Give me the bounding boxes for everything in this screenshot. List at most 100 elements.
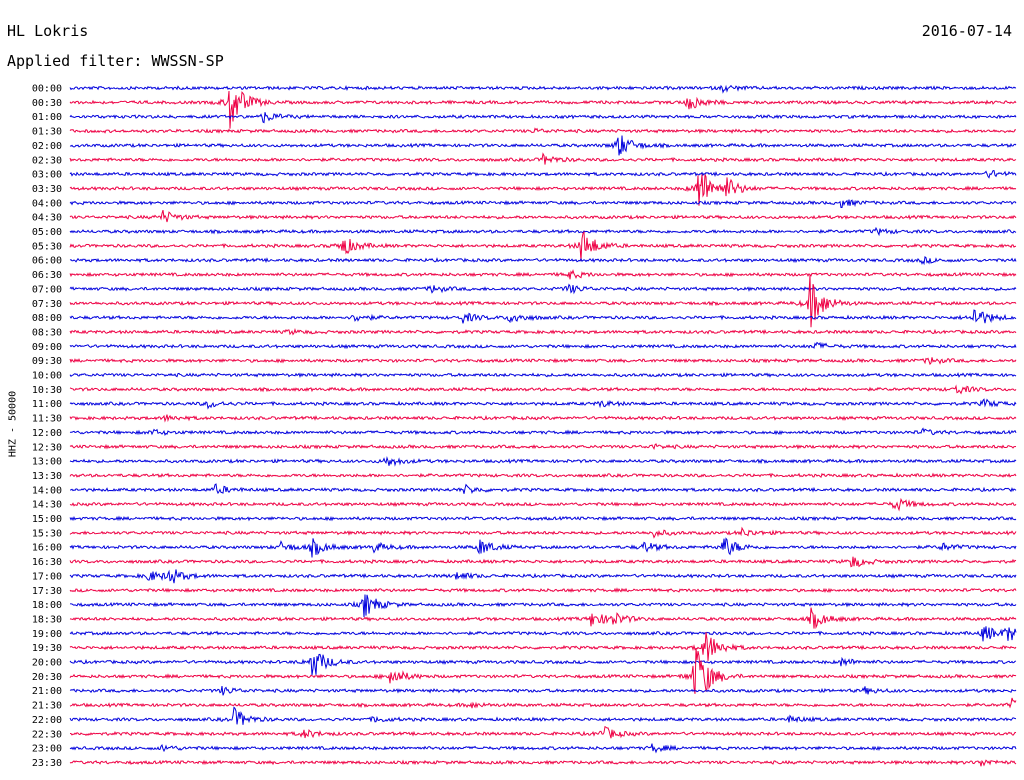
- hour-tick-label: 11:30: [32, 414, 62, 425]
- trace-line: [69, 653, 1017, 676]
- trace-line: [69, 269, 1017, 280]
- hour-tick-label: 06:30: [32, 270, 62, 281]
- trace-line: [69, 632, 1017, 662]
- hour-tick-label: 13:00: [32, 457, 62, 468]
- hour-tick-label: 12:30: [32, 442, 62, 453]
- trace-line: [69, 556, 1017, 568]
- hour-tick-label: 19:00: [32, 629, 62, 640]
- hour-tick-label: 10:00: [32, 371, 62, 382]
- trace-line: [69, 587, 1017, 594]
- hour-tick-label: 05:30: [32, 241, 62, 252]
- hour-tick-label: 10:30: [32, 385, 62, 396]
- trace-line: [69, 174, 1017, 206]
- hour-tick-label: 23:30: [32, 758, 62, 769]
- trace-line: [69, 759, 1017, 767]
- hour-tick-label: 04:30: [32, 213, 62, 224]
- hour-tick-label: 15:30: [32, 528, 62, 539]
- hour-tick-label: 18:00: [32, 600, 62, 611]
- hour-tick-label: 03:30: [32, 184, 62, 195]
- hour-tick-label: 17:00: [32, 571, 62, 582]
- trace-line: [69, 483, 1017, 495]
- hour-tick-label: 02:30: [32, 155, 62, 166]
- hour-tick-label: 20:30: [32, 672, 62, 683]
- hour-tick-label: 12:00: [32, 428, 62, 439]
- hour-tick-label: 08:30: [32, 327, 62, 338]
- trace-line: [69, 357, 1017, 366]
- trace-line: [69, 384, 1017, 395]
- hour-tick-label: 09:00: [32, 342, 62, 353]
- trace-line: [69, 230, 1017, 261]
- trace-line: [69, 472, 1017, 479]
- trace-line: [69, 725, 1017, 739]
- hour-tick-label: 09:30: [32, 356, 62, 367]
- hour-tick-label: 22:30: [32, 729, 62, 740]
- hour-tick-label: 14:00: [32, 485, 62, 496]
- hour-tick-label: 05:00: [32, 227, 62, 238]
- hour-tick-label: 21:30: [32, 701, 62, 712]
- trace-line: [69, 427, 1017, 436]
- hour-tick-label: 14:30: [32, 500, 62, 511]
- trace-line: [69, 537, 1017, 558]
- trace-line: [69, 706, 1017, 725]
- hour-tick-label: 20:00: [32, 658, 62, 669]
- trace-line: [69, 255, 1017, 266]
- trace-line: [69, 209, 1017, 223]
- trace-line: [69, 515, 1017, 522]
- trace-line: [69, 685, 1017, 696]
- hour-tick-label: 18:30: [32, 614, 62, 625]
- hour-tick-label: 22:00: [32, 715, 62, 726]
- trace-line: [69, 152, 1017, 165]
- hour-tick-label: 15:00: [32, 514, 62, 525]
- hour-tick-label: 00:30: [32, 98, 62, 109]
- trace-line: [69, 199, 1017, 209]
- filter-label: Applied filter: WWSSN-SP: [7, 52, 224, 70]
- trace-line: [69, 341, 1017, 350]
- hour-tick-label: 01:00: [32, 112, 62, 123]
- trace-line: [69, 414, 1017, 423]
- trace-line: [69, 112, 1017, 124]
- trace-line: [69, 372, 1017, 378]
- hour-tick-label: 03:00: [32, 170, 62, 181]
- trace-line: [69, 497, 1017, 512]
- trace-line: [69, 283, 1017, 295]
- hour-tick-label: 21:00: [32, 686, 62, 697]
- trace-line: [69, 569, 1017, 584]
- trace-line: [69, 135, 1017, 156]
- trace-line: [69, 647, 1017, 694]
- hour-tick-label: 04:00: [32, 198, 62, 209]
- trace-line: [69, 398, 1017, 410]
- trace-line: [69, 526, 1017, 539]
- hour-tick-label: 06:00: [32, 256, 62, 267]
- hour-tick-label: 07:00: [32, 284, 62, 295]
- hour-tick-label: 08:00: [32, 313, 62, 324]
- station-title: HL Lokris: [7, 22, 89, 40]
- trace-line: [69, 127, 1017, 134]
- trace-line: [69, 607, 1017, 630]
- trace-line: [69, 274, 1017, 328]
- hour-tick-label: 16:00: [32, 543, 62, 554]
- trace-line: [69, 84, 1017, 94]
- trace-line: [69, 594, 1017, 618]
- hour-tick-label: 17:30: [32, 586, 62, 597]
- record-date: 2016-07-14: [921, 22, 1012, 40]
- hour-tick-label: 16:30: [32, 557, 62, 568]
- trace-line: [69, 443, 1017, 450]
- trace-line: [69, 456, 1017, 467]
- trace-line: [69, 226, 1017, 237]
- hour-tick-label: 00:00: [32, 84, 62, 95]
- trace-line: [69, 90, 1017, 129]
- trace-line: [69, 327, 1017, 336]
- trace-line: [69, 626, 1017, 642]
- trace-line: [69, 170, 1017, 179]
- hour-tick-label: 23:00: [32, 744, 62, 755]
- hour-tick-label: 07:30: [32, 299, 62, 310]
- trace-line: [69, 743, 1017, 754]
- hour-tick-label: 01:30: [32, 127, 62, 138]
- hour-tick-label: 13:30: [32, 471, 62, 482]
- hour-tick-label: 19:30: [32, 643, 62, 654]
- trace-line: [69, 309, 1017, 324]
- hour-tick-label: 02:00: [32, 141, 62, 152]
- trace-line: [69, 697, 1017, 709]
- hour-tick-label: 11:00: [32, 399, 62, 410]
